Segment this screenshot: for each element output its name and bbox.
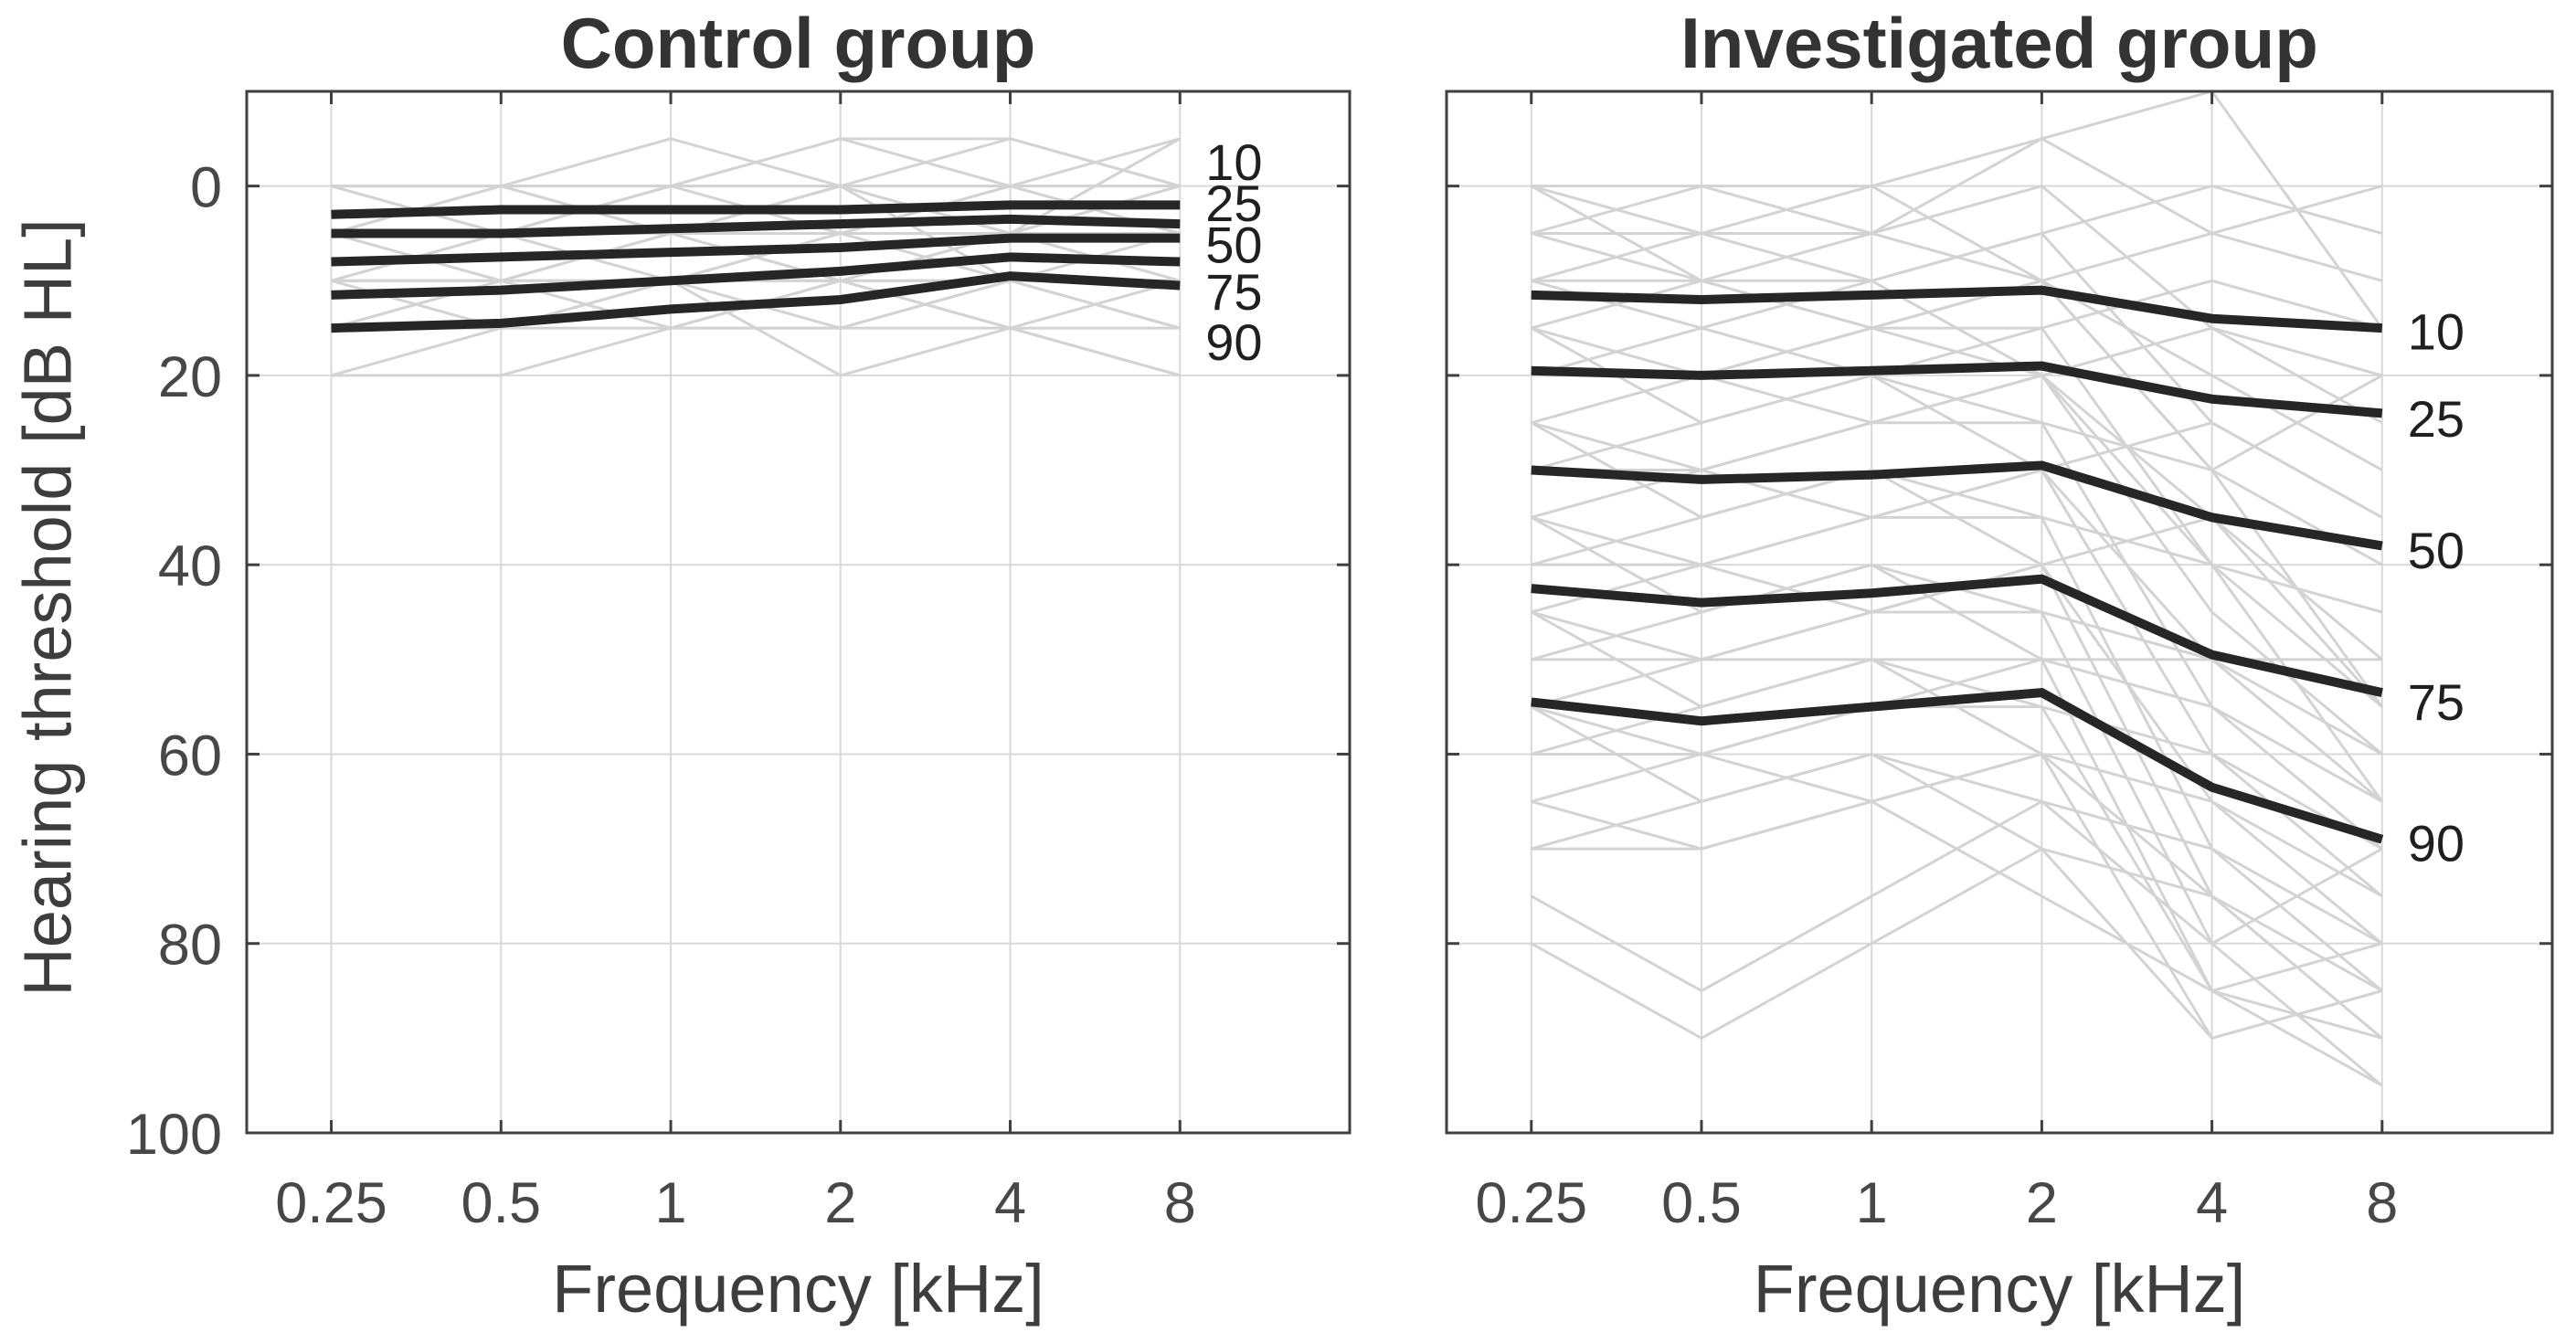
percentile-line xyxy=(331,271,1181,333)
right-x-axis-label: Frequency [kHz] xyxy=(1753,1251,2246,1327)
percentile-label: 90 xyxy=(2408,814,2465,872)
x-tick-label: 2 xyxy=(824,1171,856,1235)
axes-frame xyxy=(245,90,1352,1135)
percentile-line xyxy=(331,233,1181,267)
x-tick-label: 1 xyxy=(654,1171,686,1235)
subject-trace xyxy=(1531,610,2383,1087)
percentile-line xyxy=(331,214,1181,238)
percentile-line xyxy=(1531,460,2383,551)
y-tick-label: 100 xyxy=(126,1103,222,1167)
x-tick-label: 0.25 xyxy=(1475,1171,1587,1235)
x-tick-label: 4 xyxy=(994,1171,1026,1235)
x-tick-label: 4 xyxy=(2196,1171,2228,1235)
x-tick-label: 0.25 xyxy=(275,1171,387,1235)
percentile-line xyxy=(331,252,1181,300)
x-tick-label: 8 xyxy=(1164,1171,1196,1235)
y-tick-label: 20 xyxy=(158,345,222,409)
y-tick-label: 0 xyxy=(190,156,222,220)
subject-trace xyxy=(1531,515,2383,992)
x-tick-label: 0.5 xyxy=(1661,1171,1742,1235)
axes-frame xyxy=(1445,90,2554,1135)
subject-trace xyxy=(1531,658,2383,993)
subject-trace xyxy=(1531,279,2383,566)
percentile-line xyxy=(1531,574,2383,697)
left-x-axis-label: Frequency [kHz] xyxy=(552,1251,1044,1327)
subject-trace xyxy=(1531,90,2384,329)
percentile-label: 50 xyxy=(1205,216,1262,273)
percentile-line xyxy=(1531,361,2383,418)
subject-trace xyxy=(1531,752,2383,1040)
subject-trace xyxy=(1531,799,2383,993)
left-panel-title: Control group xyxy=(560,2,1036,83)
subject-trace xyxy=(1531,185,2384,708)
y-tick-label: 80 xyxy=(158,914,222,978)
subject-trace xyxy=(1531,326,2383,708)
subject-trace xyxy=(1531,185,2383,377)
x-tick-label: 1 xyxy=(1856,1171,1888,1235)
subject-trace xyxy=(1531,847,2383,1040)
percentile-label: 50 xyxy=(2408,522,2465,579)
percentile-label: 10 xyxy=(2408,303,2465,361)
x-tick-label: 8 xyxy=(2366,1171,2398,1235)
right-panel-title: Investigated group xyxy=(1680,2,2318,83)
percentile-label: 75 xyxy=(1205,263,1262,321)
subject-trace xyxy=(1531,137,2383,282)
subject-trace xyxy=(1531,421,2383,851)
subject-trace xyxy=(1531,469,2383,803)
x-tick-label: 2 xyxy=(2026,1171,2058,1235)
subject-trace xyxy=(1531,469,2383,898)
subject-trace xyxy=(1531,374,2383,519)
percentile-label: 10 xyxy=(1205,133,1262,191)
x-tick-label: 0.5 xyxy=(461,1171,541,1235)
subject-trace xyxy=(1531,374,2383,756)
percentile-line xyxy=(1531,285,2383,333)
subject-trace xyxy=(331,185,1181,282)
subject-trace xyxy=(1531,232,2384,803)
y-tick-label: 60 xyxy=(158,724,222,788)
percentile-label: 90 xyxy=(1205,313,1262,371)
percentile-line xyxy=(1531,687,2384,844)
y-tick-label: 40 xyxy=(158,534,222,598)
percentile-label: 25 xyxy=(2408,390,2465,448)
percentile-label: 75 xyxy=(2408,673,2465,731)
subject-trace xyxy=(1531,705,2383,1040)
percentile-line xyxy=(331,200,1181,219)
percentile-label: 25 xyxy=(1205,174,1262,232)
